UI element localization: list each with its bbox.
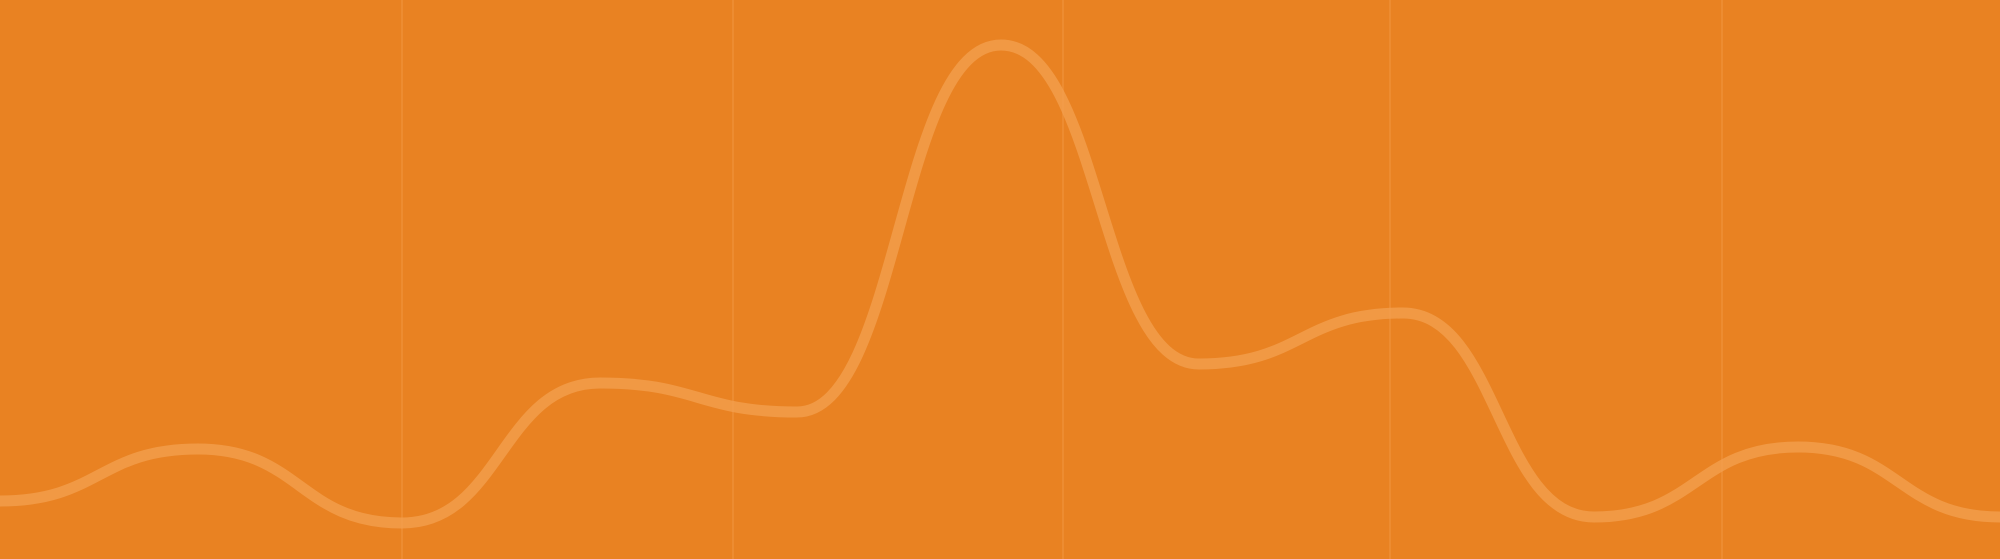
decorative-curve [0, 39, 2000, 529]
